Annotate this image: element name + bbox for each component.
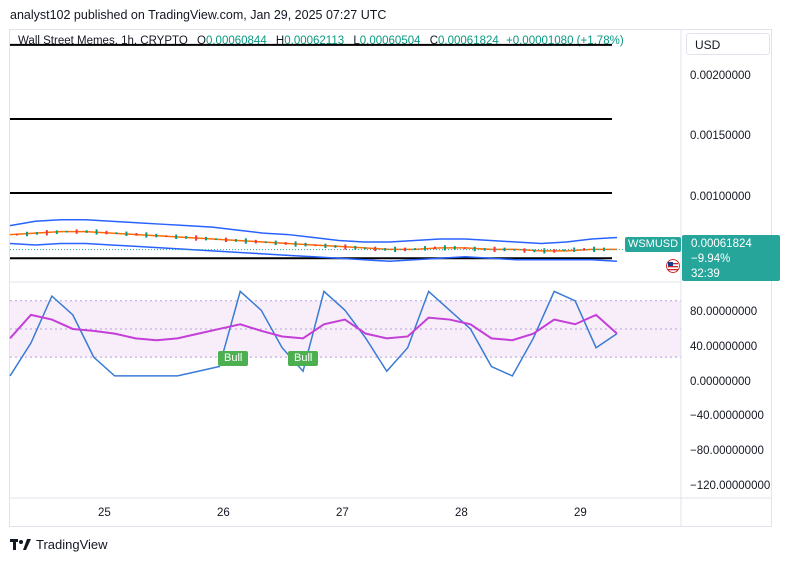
candle	[175, 234, 178, 240]
candle	[55, 230, 58, 234]
candle	[185, 236, 188, 239]
stoch-axis-label: −120.00000000	[690, 480, 771, 492]
candle	[334, 245, 337, 248]
price-tag: 0.00061824 −9.94% 32:39	[682, 235, 780, 281]
candle	[563, 249, 566, 252]
candle	[503, 247, 506, 252]
price-axis-label: 0.00150000	[690, 130, 751, 142]
stoch-axis-label: 0.00000000	[690, 376, 751, 388]
candle	[75, 229, 78, 234]
stoch-d-line	[9, 313, 618, 342]
bull-label: Bull	[288, 351, 319, 366]
candle	[234, 239, 237, 242]
close-key: C	[429, 35, 439, 47]
candle	[533, 249, 536, 253]
change-pct: −9.94%	[691, 253, 731, 265]
candle	[364, 247, 367, 250]
candle	[543, 248, 546, 254]
candle	[344, 244, 347, 250]
footer-logo[interactable]: TradingView	[10, 537, 108, 552]
bull-label: Bull	[218, 351, 249, 366]
candle	[404, 247, 407, 252]
candle	[195, 235, 198, 241]
low-key: L	[353, 35, 360, 47]
candle	[135, 233, 138, 236]
date-label: 28	[455, 507, 468, 519]
candle	[354, 245, 357, 250]
candle	[224, 237, 227, 243]
candle	[145, 232, 148, 238]
candle	[423, 246, 426, 251]
tradingview-logo-icon	[10, 538, 31, 550]
symbol-tag: WSMUSD	[625, 237, 681, 252]
stoch-axis-label: 40.00000000	[690, 341, 758, 353]
high-key: H	[275, 35, 285, 47]
candle	[115, 232, 118, 235]
us-flag-icon	[666, 259, 680, 273]
price-pane	[9, 43, 681, 262]
candle	[304, 242, 307, 247]
price-axis-label: 0.00200000	[690, 70, 751, 82]
candle	[523, 248, 526, 253]
stochastic-pane	[9, 290, 681, 377]
candle	[453, 246, 456, 250]
candle	[433, 246, 436, 250]
bollinger-basis-line	[9, 230, 617, 252]
candle	[583, 248, 586, 251]
candle	[394, 246, 397, 253]
candle	[125, 231, 128, 237]
currency-button[interactable]: USD	[686, 33, 770, 55]
candle	[493, 246, 496, 253]
date-label: 29	[574, 507, 587, 519]
bollinger-band-line	[9, 218, 618, 245]
candle	[324, 243, 327, 249]
candle	[254, 239, 257, 244]
candle	[105, 230, 108, 235]
stoch-axis-label: −80.00000000	[690, 445, 764, 457]
candle	[165, 235, 168, 238]
candle	[244, 238, 247, 244]
countdown: 32:39	[691, 268, 720, 280]
bollinger-band-line	[9, 242, 618, 262]
candle	[16, 233, 18, 236]
candle	[264, 241, 267, 244]
candle	[314, 244, 317, 247]
stoch-axis-label: 80.00000000	[690, 306, 758, 318]
publisher-line: analyst102 published on TradingView.com,…	[10, 8, 387, 22]
stoch-axis-label: −40.00000000	[690, 410, 764, 422]
candle	[284, 242, 287, 245]
candle	[25, 231, 28, 237]
candle	[274, 240, 277, 246]
candle	[463, 247, 466, 250]
candle	[553, 249, 556, 253]
date-label: 27	[336, 507, 349, 519]
date-label: 26	[217, 507, 230, 519]
footer-brand: TradingView	[36, 537, 108, 552]
candle	[374, 246, 377, 252]
candle	[443, 245, 446, 251]
candle	[215, 238, 217, 241]
candle	[45, 230, 48, 236]
candle	[155, 233, 158, 238]
candle	[414, 248, 416, 250]
date-label: 25	[98, 507, 111, 519]
candle	[65, 230, 68, 233]
last-price: 0.00061824	[691, 238, 752, 250]
candle	[294, 241, 297, 247]
candle	[95, 229, 98, 235]
open-key: O	[197, 35, 206, 47]
candle	[85, 230, 88, 233]
candle	[205, 236, 208, 241]
candle	[35, 232, 38, 235]
candle	[593, 246, 596, 253]
candle	[473, 246, 476, 252]
price-axis-label: 0.00100000	[690, 191, 751, 203]
